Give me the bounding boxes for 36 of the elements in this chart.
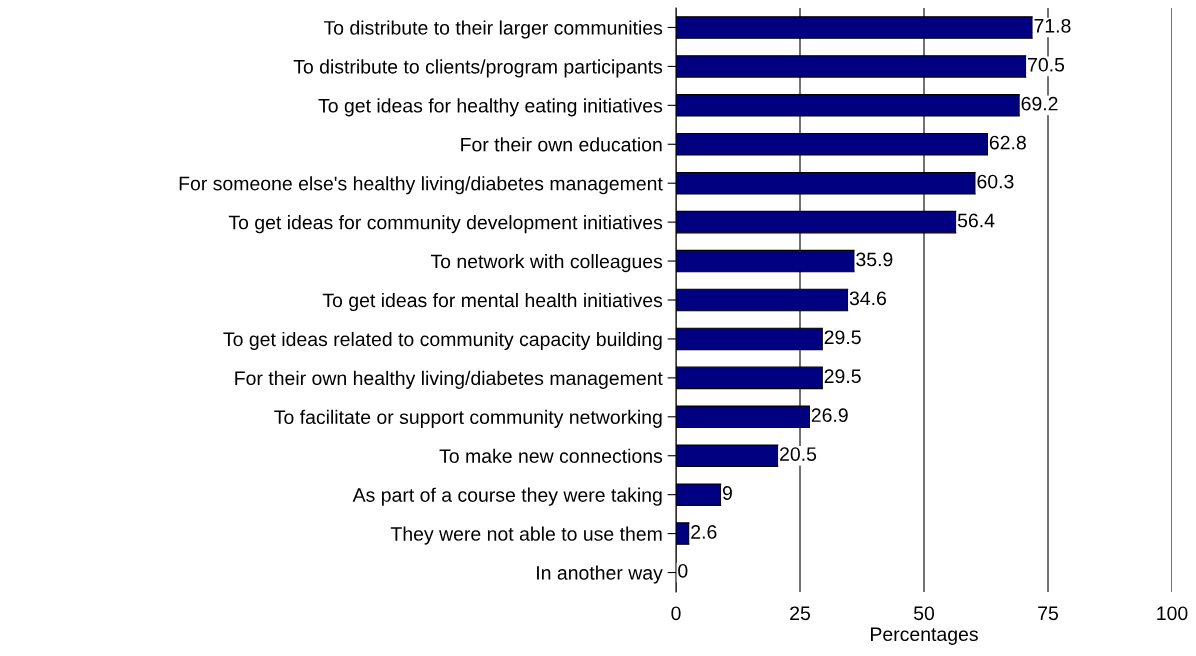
data-label: 56.4 [957, 213, 995, 228]
x-tick-label: 0 [671, 606, 681, 621]
data-label: 71.8 [1034, 18, 1071, 33]
data-label: 26.9 [811, 408, 848, 423]
y-tick-label: To network with colleagues [430, 254, 663, 273]
data-label: 34.6 [849, 291, 886, 306]
data-label: 20.5 [780, 447, 817, 461]
y-tick-label: For their own healthy living/diabetes management [235, 370, 663, 389]
y-tick-label: To get ideas for community development initiatives [228, 215, 663, 234]
data-label: 70.5 [1028, 57, 1065, 72]
data-label: 35.9 [856, 252, 893, 267]
data-label: 69.2 [1021, 96, 1058, 111]
x-tick-label: 50 [913, 606, 935, 621]
y-tick-label: To distribute to clients/program participants [293, 59, 663, 78]
y-tick-label: In another way [537, 565, 663, 584]
y-tick-label: To facilitate or support community networking [274, 409, 662, 428]
x-tick-label: 25 [790, 606, 810, 621]
y-tick-label: For their own education [461, 137, 662, 152]
data-label: 60.3 [977, 174, 1014, 189]
x-axis-title: Percentages [871, 627, 978, 645]
data-label: 62.8 [989, 135, 1026, 150]
y-tick-label: They were not able to use them [390, 526, 662, 545]
x-tick-label: 75 [1038, 606, 1058, 621]
x-tick-label: 100 [1157, 606, 1188, 621]
y-tick-label: To get ideas related to community capacity building [223, 331, 662, 351]
data-label: 29.5 [824, 330, 861, 345]
y-tick-label: As part of a course they were taking [352, 487, 662, 506]
y-tick-label: For someone else's healthy living/diabetes management [179, 176, 663, 195]
y-tick-label: To make new connections [439, 448, 663, 463]
data-label: 29.5 [824, 369, 861, 384]
y-tick-label: To get ideas for mental health initiatives [322, 292, 663, 312]
data-label: 0 [678, 563, 688, 578]
y-tick-label: To get ideas for healthy eating initiatives [318, 98, 663, 117]
y-tick-label: To distribute to their larger communities [323, 20, 663, 39]
data-label: 9 [722, 486, 732, 500]
data-label: 2.6 [691, 525, 717, 539]
